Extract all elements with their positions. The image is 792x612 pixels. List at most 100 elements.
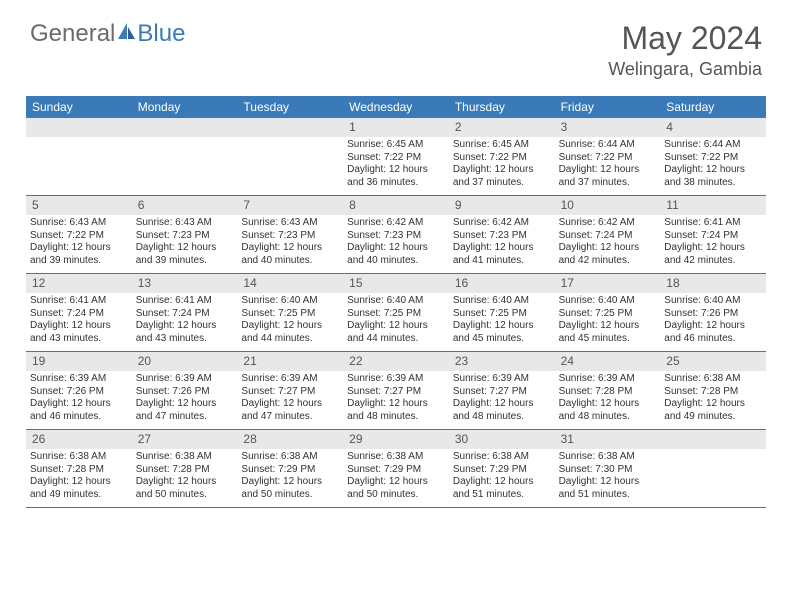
- daylight-line: Daylight: 12 hours and 46 minutes.: [664, 320, 762, 345]
- day-number: 9: [449, 196, 555, 215]
- sunrise-line: Sunrise: 6:38 AM: [136, 451, 234, 464]
- logo-sail-icon: [115, 21, 137, 48]
- day-cell: 14Sunrise: 6:40 AMSunset: 7:25 PMDayligh…: [237, 274, 343, 351]
- day-cell: 20Sunrise: 6:39 AMSunset: 7:26 PMDayligh…: [132, 352, 238, 429]
- week-row: 1Sunrise: 6:45 AMSunset: 7:22 PMDaylight…: [26, 118, 766, 196]
- daylight-line: Daylight: 12 hours and 44 minutes.: [347, 320, 445, 345]
- daylight-line: Daylight: 12 hours and 39 minutes.: [136, 242, 234, 267]
- sunset-line: Sunset: 7:25 PM: [347, 308, 445, 321]
- day-number: 2: [449, 118, 555, 137]
- day-cell: 23Sunrise: 6:39 AMSunset: 7:27 PMDayligh…: [449, 352, 555, 429]
- sunrise-line: Sunrise: 6:41 AM: [30, 295, 128, 308]
- sunrise-line: Sunrise: 6:40 AM: [241, 295, 339, 308]
- sunset-line: Sunset: 7:22 PM: [453, 152, 551, 165]
- day-cell: 25Sunrise: 6:38 AMSunset: 7:28 PMDayligh…: [660, 352, 766, 429]
- sunrise-line: Sunrise: 6:44 AM: [559, 139, 657, 152]
- sunrise-line: Sunrise: 6:39 AM: [347, 373, 445, 386]
- day-number: 7: [237, 196, 343, 215]
- day-header-cell: Wednesday: [343, 96, 449, 118]
- sunrise-line: Sunrise: 6:39 AM: [453, 373, 551, 386]
- sunset-line: Sunset: 7:25 PM: [453, 308, 551, 321]
- day-number: [237, 118, 343, 137]
- daylight-line: Daylight: 12 hours and 51 minutes.: [453, 476, 551, 501]
- sunrise-line: Sunrise: 6:38 AM: [30, 451, 128, 464]
- sunrise-line: Sunrise: 6:40 AM: [559, 295, 657, 308]
- daylight-line: Daylight: 12 hours and 40 minutes.: [347, 242, 445, 267]
- day-number: 26: [26, 430, 132, 449]
- day-header-cell: Sunday: [26, 96, 132, 118]
- sunset-line: Sunset: 7:29 PM: [347, 464, 445, 477]
- day-number: 5: [26, 196, 132, 215]
- sunset-line: Sunset: 7:30 PM: [559, 464, 657, 477]
- day-number: [26, 118, 132, 137]
- daylight-line: Daylight: 12 hours and 50 minutes.: [136, 476, 234, 501]
- daylight-line: Daylight: 12 hours and 46 minutes.: [30, 398, 128, 423]
- title-block: May 2024 Welingara, Gambia: [608, 20, 762, 80]
- day-header-cell: Monday: [132, 96, 238, 118]
- sunset-line: Sunset: 7:24 PM: [664, 230, 762, 243]
- day-cell: 31Sunrise: 6:38 AMSunset: 7:30 PMDayligh…: [555, 430, 661, 507]
- day-cell: 11Sunrise: 6:41 AMSunset: 7:24 PMDayligh…: [660, 196, 766, 273]
- daylight-line: Daylight: 12 hours and 49 minutes.: [30, 476, 128, 501]
- sunset-line: Sunset: 7:22 PM: [30, 230, 128, 243]
- daylight-line: Daylight: 12 hours and 49 minutes.: [664, 398, 762, 423]
- location: Welingara, Gambia: [608, 59, 762, 80]
- sunrise-line: Sunrise: 6:38 AM: [347, 451, 445, 464]
- day-number: 13: [132, 274, 238, 293]
- day-cell: 15Sunrise: 6:40 AMSunset: 7:25 PMDayligh…: [343, 274, 449, 351]
- day-cell: 12Sunrise: 6:41 AMSunset: 7:24 PMDayligh…: [26, 274, 132, 351]
- day-cell: 7Sunrise: 6:43 AMSunset: 7:23 PMDaylight…: [237, 196, 343, 273]
- day-cell: 16Sunrise: 6:40 AMSunset: 7:25 PMDayligh…: [449, 274, 555, 351]
- sunset-line: Sunset: 7:29 PM: [453, 464, 551, 477]
- sunset-line: Sunset: 7:26 PM: [664, 308, 762, 321]
- sunrise-line: Sunrise: 6:42 AM: [347, 217, 445, 230]
- daylight-line: Daylight: 12 hours and 47 minutes.: [136, 398, 234, 423]
- day-number: 30: [449, 430, 555, 449]
- month-title: May 2024: [608, 20, 762, 57]
- day-number: 27: [132, 430, 238, 449]
- day-cell: 30Sunrise: 6:38 AMSunset: 7:29 PMDayligh…: [449, 430, 555, 507]
- sunset-line: Sunset: 7:22 PM: [664, 152, 762, 165]
- daylight-line: Daylight: 12 hours and 36 minutes.: [347, 164, 445, 189]
- day-number: 6: [132, 196, 238, 215]
- sunrise-line: Sunrise: 6:44 AM: [664, 139, 762, 152]
- sunrise-line: Sunrise: 6:41 AM: [664, 217, 762, 230]
- daylight-line: Daylight: 12 hours and 37 minutes.: [559, 164, 657, 189]
- logo-text-blue: Blue: [137, 20, 185, 48]
- day-cell: 21Sunrise: 6:39 AMSunset: 7:27 PMDayligh…: [237, 352, 343, 429]
- sunrise-line: Sunrise: 6:40 AM: [664, 295, 762, 308]
- day-number: 14: [237, 274, 343, 293]
- daylight-line: Daylight: 12 hours and 44 minutes.: [241, 320, 339, 345]
- sunset-line: Sunset: 7:27 PM: [453, 386, 551, 399]
- week-row: 26Sunrise: 6:38 AMSunset: 7:28 PMDayligh…: [26, 430, 766, 508]
- daylight-line: Daylight: 12 hours and 45 minutes.: [453, 320, 551, 345]
- day-number: 18: [660, 274, 766, 293]
- daylight-line: Daylight: 12 hours and 41 minutes.: [453, 242, 551, 267]
- day-cell: 8Sunrise: 6:42 AMSunset: 7:23 PMDaylight…: [343, 196, 449, 273]
- daylight-line: Daylight: 12 hours and 48 minutes.: [347, 398, 445, 423]
- sunset-line: Sunset: 7:28 PM: [664, 386, 762, 399]
- calendar: SundayMondayTuesdayWednesdayThursdayFrid…: [26, 96, 766, 508]
- day-header-row: SundayMondayTuesdayWednesdayThursdayFrid…: [26, 96, 766, 118]
- sunset-line: Sunset: 7:28 PM: [136, 464, 234, 477]
- sunset-line: Sunset: 7:26 PM: [136, 386, 234, 399]
- day-cell: 13Sunrise: 6:41 AMSunset: 7:24 PMDayligh…: [132, 274, 238, 351]
- sunrise-line: Sunrise: 6:38 AM: [664, 373, 762, 386]
- sunset-line: Sunset: 7:22 PM: [347, 152, 445, 165]
- sunrise-line: Sunrise: 6:45 AM: [347, 139, 445, 152]
- day-number: 12: [26, 274, 132, 293]
- day-number: 10: [555, 196, 661, 215]
- day-cell: 10Sunrise: 6:42 AMSunset: 7:24 PMDayligh…: [555, 196, 661, 273]
- day-number: 29: [343, 430, 449, 449]
- header: General Blue May 2024 Welingara, Gambia: [0, 0, 792, 88]
- sunset-line: Sunset: 7:27 PM: [241, 386, 339, 399]
- sunrise-line: Sunrise: 6:41 AM: [136, 295, 234, 308]
- daylight-line: Daylight: 12 hours and 50 minutes.: [347, 476, 445, 501]
- sunset-line: Sunset: 7:29 PM: [241, 464, 339, 477]
- sunrise-line: Sunrise: 6:45 AM: [453, 139, 551, 152]
- day-cell: 24Sunrise: 6:39 AMSunset: 7:28 PMDayligh…: [555, 352, 661, 429]
- sunset-line: Sunset: 7:27 PM: [347, 386, 445, 399]
- day-number: 19: [26, 352, 132, 371]
- sunrise-line: Sunrise: 6:42 AM: [453, 217, 551, 230]
- week-row: 12Sunrise: 6:41 AMSunset: 7:24 PMDayligh…: [26, 274, 766, 352]
